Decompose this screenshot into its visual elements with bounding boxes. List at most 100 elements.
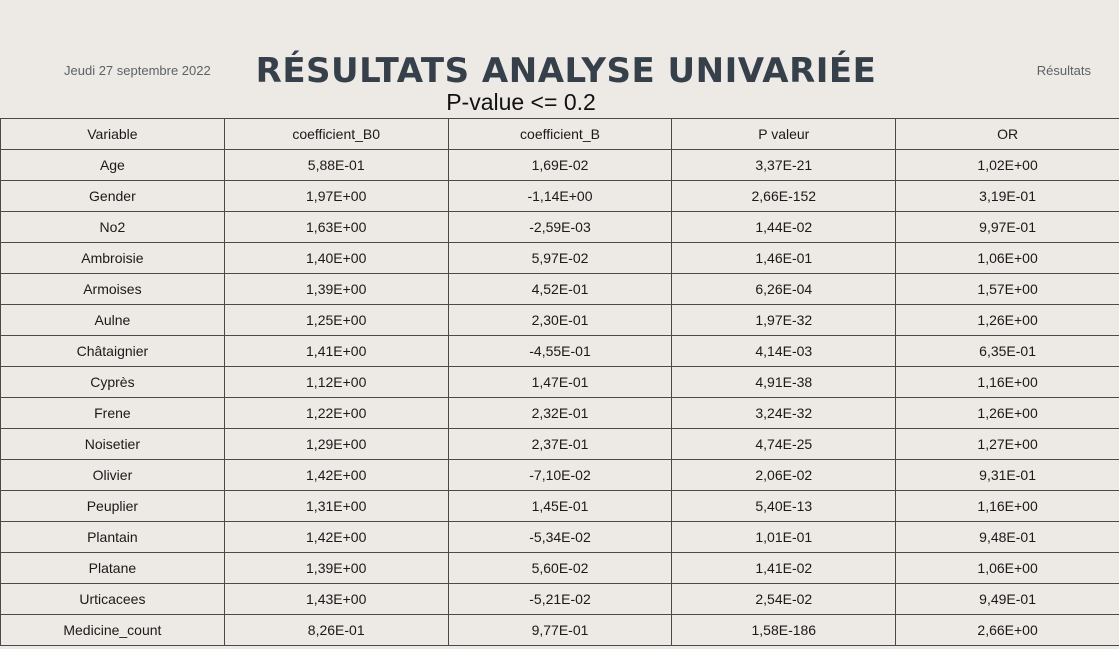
cell-coefficient-b: 1,47E-01: [447, 366, 673, 398]
table-row: Medicine_count 8,26E-01 9,77E-01 1,58E-186 2…: [0, 614, 1119, 646]
cell-or: 1,16E+00: [895, 366, 1119, 398]
cell-coefficient-b: -4,55E-01: [447, 335, 673, 367]
cell-variable: Medicine_count: [0, 614, 225, 646]
table-row: Olivier 1,42E+00 -7,10E-02 2,06E-02 9,31E-01: [0, 459, 1119, 491]
cell-variable: Gender: [0, 180, 225, 212]
cell-or: 6,35E-01: [895, 335, 1119, 367]
section-label: Résultats: [1036, 63, 1091, 78]
cell-coefficient-b0: 1,39E+00: [223, 552, 449, 584]
table-body: Age 5,88E-01 1,69E-02 3,37E-21 1,02E+00 Gende…: [0, 149, 1119, 646]
cell-or: 9,31E-01: [895, 459, 1119, 491]
cell-coefficient-b: 1,45E-01: [447, 490, 673, 522]
column-header-coefficient-b: coefficient_B: [447, 118, 673, 150]
cell-coefficient-b0: 1,29E+00: [223, 428, 449, 460]
cell-p-valeur: 4,74E-25: [671, 428, 897, 460]
table-row: Armoises 1,39E+00 4,52E-01 6,26E-04 1,57E+00: [0, 273, 1119, 305]
cell-or: 3,19E-01: [895, 180, 1119, 212]
cell-or: 1,57E+00: [895, 273, 1119, 305]
cell-or: 1,27E+00: [895, 428, 1119, 460]
cell-coefficient-b0: 1,40E+00: [223, 242, 449, 274]
cell-p-valeur: 1,01E-01: [671, 521, 897, 553]
cell-coefficient-b: 9,77E-01: [447, 614, 673, 646]
cell-coefficient-b: -5,34E-02: [447, 521, 673, 553]
cell-variable: Urticacees: [0, 583, 225, 615]
cell-p-valeur: 2,54E-02: [671, 583, 897, 615]
cell-coefficient-b0: 1,42E+00: [223, 521, 449, 553]
cell-p-valeur: 1,58E-186: [671, 614, 897, 646]
cell-coefficient-b: -2,59E-03: [447, 211, 673, 243]
cell-coefficient-b0: 1,63E+00: [223, 211, 449, 243]
cell-or: 1,26E+00: [895, 397, 1119, 429]
cell-or: 1,16E+00: [895, 490, 1119, 522]
cell-or: 9,49E-01: [895, 583, 1119, 615]
table-row: Age 5,88E-01 1,69E-02 3,37E-21 1,02E+00: [0, 149, 1119, 181]
cell-p-valeur: 1,41E-02: [671, 552, 897, 584]
cell-coefficient-b: 5,97E-02: [447, 242, 673, 274]
cell-p-valeur: 1,97E-32: [671, 304, 897, 336]
cell-or: 9,48E-01: [895, 521, 1119, 553]
cell-coefficient-b: -1,14E+00: [447, 180, 673, 212]
cell-coefficient-b0: 1,97E+00: [223, 180, 449, 212]
cell-variable: Olivier: [0, 459, 225, 491]
table-row: Châtaignier 1,41E+00 -4,55E-01 4,14E-03 6,35…: [0, 335, 1119, 367]
table-row: Plantain 1,42E+00 -5,34E-02 1,01E-01 9,48E-0…: [0, 521, 1119, 553]
cell-p-valeur: 6,26E-04: [671, 273, 897, 305]
cell-or: 1,06E+00: [895, 552, 1119, 584]
table-row: Gender 1,97E+00 -1,14E+00 2,66E-152 3,19E-01: [0, 180, 1119, 212]
cell-coefficient-b: 5,60E-02: [447, 552, 673, 584]
cell-or: 9,97E-01: [895, 211, 1119, 243]
table-row: Platane 1,39E+00 5,60E-02 1,41E-02 1,06E+00: [0, 552, 1119, 584]
column-header-variable: Variable: [0, 118, 225, 150]
cell-p-valeur: 3,24E-32: [671, 397, 897, 429]
cell-variable: Frene: [0, 397, 225, 429]
cell-coefficient-b0: 1,42E+00: [223, 459, 449, 491]
cell-coefficient-b0: 1,22E+00: [223, 397, 449, 429]
results-table: Variable coefficient_B0 coefficient_B P …: [0, 118, 1119, 646]
cell-coefficient-b: 4,52E-01: [447, 273, 673, 305]
cell-p-valeur: 2,06E-02: [671, 459, 897, 491]
page-subtitle: P-value <= 0.2: [446, 89, 596, 115]
cell-or: 2,66E+00: [895, 614, 1119, 646]
table-row: Ambroisie 1,40E+00 5,97E-02 1,46E-01 1,06E+0…: [0, 242, 1119, 274]
table-row: Peuplier 1,31E+00 1,45E-01 5,40E-13 1,16E+00: [0, 490, 1119, 522]
cell-coefficient-b: -5,21E-02: [447, 583, 673, 615]
cell-variable: Armoises: [0, 273, 225, 305]
table-row: Urticacees 1,43E+00 -5,21E-02 2,54E-02 9,49E…: [0, 583, 1119, 615]
column-header-coefficient-b0: coefficient_B0: [223, 118, 449, 150]
cell-or: 1,26E+00: [895, 304, 1119, 336]
cell-p-valeur: 1,44E-02: [671, 211, 897, 243]
cell-p-valeur: 2,66E-152: [671, 180, 897, 212]
table-row: Cyprès 1,12E+00 1,47E-01 4,91E-38 1,16E+00: [0, 366, 1119, 398]
cell-variable: Noisetier: [0, 428, 225, 460]
table-row: No2 1,63E+00 -2,59E-03 1,44E-02 9,97E-01: [0, 211, 1119, 243]
cell-variable: Aulne: [0, 304, 225, 336]
table-header-row: Variable coefficient_B0 coefficient_B P …: [0, 118, 1119, 150]
cell-coefficient-b0: 1,43E+00: [223, 583, 449, 615]
cell-variable: Cyprès: [0, 366, 225, 398]
cell-variable: Châtaignier: [0, 335, 225, 367]
cell-variable: Plantain: [0, 521, 225, 553]
cell-coefficient-b: -7,10E-02: [447, 459, 673, 491]
cell-p-valeur: 3,37E-21: [671, 149, 897, 181]
cell-variable: Platane: [0, 552, 225, 584]
cell-coefficient-b0: 8,26E-01: [223, 614, 449, 646]
cell-coefficient-b: 2,30E-01: [447, 304, 673, 336]
cell-coefficient-b0: 5,88E-01: [223, 149, 449, 181]
cell-p-valeur: 5,40E-13: [671, 490, 897, 522]
cell-p-valeur: 1,46E-01: [671, 242, 897, 274]
cell-coefficient-b0: 1,25E+00: [223, 304, 449, 336]
cell-coefficient-b: 2,32E-01: [447, 397, 673, 429]
cell-coefficient-b0: 1,12E+00: [223, 366, 449, 398]
cell-coefficient-b0: 1,31E+00: [223, 490, 449, 522]
cell-variable: Ambroisie: [0, 242, 225, 274]
page-title: RÉSULTATS ANALYSE UNIVARIÉE: [255, 51, 877, 91]
cell-coefficient-b: 2,37E-01: [447, 428, 673, 460]
column-header-or: OR: [895, 118, 1119, 150]
cell-coefficient-b: 1,69E-02: [447, 149, 673, 181]
cell-or: 1,02E+00: [895, 149, 1119, 181]
cell-variable: Peuplier: [0, 490, 225, 522]
cell-p-valeur: 4,91E-38: [671, 366, 897, 398]
table-row: Aulne 1,25E+00 2,30E-01 1,97E-32 1,26E+00: [0, 304, 1119, 336]
cell-variable: No2: [0, 211, 225, 243]
table-row: Noisetier 1,29E+00 2,37E-01 4,74E-25 1,27E+0…: [0, 428, 1119, 460]
